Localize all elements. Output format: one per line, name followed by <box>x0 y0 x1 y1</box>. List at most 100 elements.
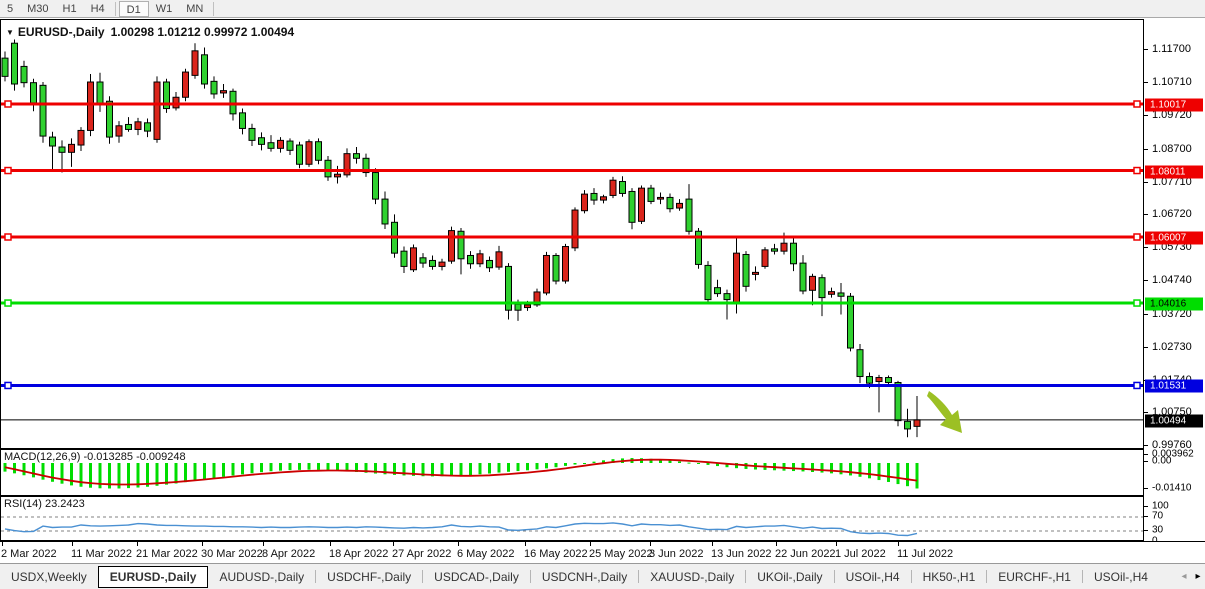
hline-handle[interactable] <box>4 100 12 108</box>
macd-chart-canvas[interactable] <box>1 450 1143 495</box>
hline-handle[interactable] <box>4 233 12 241</box>
timeframe-button-h1[interactable]: H1 <box>62 2 77 15</box>
tab-eurchf--h1[interactable]: EURCHF-,H1 <box>998 569 1071 584</box>
macd-histogram-bar <box>412 463 415 476</box>
timeframe-button-h4[interactable]: H4 <box>90 2 105 15</box>
date-axis[interactable]: 2 Mar 2022 11 Mar 2022 21 Mar 2022 30 Mar 2… <box>0 541 1205 563</box>
candle <box>163 78 170 113</box>
price-badge-1.10017: 1.10017 <box>1145 98 1203 112</box>
timeframe-button-w1[interactable]: W1 <box>155 2 173 15</box>
candle <box>343 148 351 178</box>
candle <box>353 147 360 164</box>
rsi-chart-canvas[interactable] <box>1 497 1143 540</box>
macd-histogram-bar <box>127 463 130 489</box>
tab-separator <box>422 570 424 583</box>
candle <box>486 256 493 273</box>
main-chart-panel[interactable]: ▼ EURUSD-,Daily 1.00298 1.01212 0.99972 1.… <box>0 19 1144 449</box>
candle <box>913 396 921 438</box>
candle <box>296 141 303 169</box>
date-label: 13 Jun 2022 <box>711 548 772 560</box>
candle <box>856 344 864 384</box>
arrow-down-right-annotation[interactable] <box>927 391 962 433</box>
candle <box>429 255 436 270</box>
rsi-indicator-panel[interactable]: RSI(14) 23.2423 <box>0 496 1144 541</box>
date-tick <box>712 542 713 546</box>
macd-histogram-bar <box>345 463 349 472</box>
timeframe-button-5[interactable]: 5 <box>7 2 14 15</box>
candle <box>96 72 104 112</box>
candle <box>704 261 712 305</box>
tab-usoil--h4[interactable]: USOil-,H4 <box>845 569 900 584</box>
candle <box>771 243 778 255</box>
candle <box>685 184 693 235</box>
chart-tab-bar: USDX,Weekly EURUSD-,Daily AUDUSD-,Daily USD… <box>0 563 1205 589</box>
rsi-axis-tick <box>1144 505 1148 507</box>
price-axis-tick <box>1144 280 1148 282</box>
candle <box>837 283 845 315</box>
hline-handle[interactable] <box>4 299 12 307</box>
price-axis-label: 1.11700 <box>1152 43 1191 56</box>
hline-handle[interactable] <box>1133 299 1141 307</box>
hline-handle[interactable] <box>1133 381 1141 390</box>
hline-handle[interactable] <box>1133 233 1141 241</box>
tab-eurusd--daily[interactable]: EURUSD-,Daily <box>97 565 209 588</box>
hline-handle[interactable] <box>1133 166 1141 175</box>
tab-scroll-left-icon[interactable]: ◂ <box>1181 571 1187 582</box>
candle <box>590 188 598 205</box>
price-axis-tick <box>1144 49 1148 51</box>
macd-histogram-bar <box>573 463 577 465</box>
toolbar-separator <box>213 1 215 16</box>
macd-histogram-bar <box>602 460 605 463</box>
price-axis-tick <box>1144 346 1148 348</box>
candle <box>20 60 28 88</box>
candle <box>49 131 56 171</box>
candle <box>543 251 550 296</box>
candle <box>552 253 560 285</box>
macd-histogram-bar <box>706 463 710 465</box>
date-tick <box>72 542 73 546</box>
timeframe-button-m30[interactable]: M30 <box>27 2 49 15</box>
tab-usdchf--daily[interactable]: USDCHF-,Daily <box>327 569 412 584</box>
macd-histogram-bar <box>906 463 909 487</box>
macd-axis-label: 0.00 <box>1152 455 1172 467</box>
tab-usoil--h4[interactable]: USOil-,H4 <box>1093 569 1148 584</box>
date-tick <box>202 542 203 546</box>
tab-usdx-weekly[interactable]: USDX,Weekly <box>11 569 87 584</box>
macd-histogram-bar <box>497 463 501 473</box>
price-axis-label: 1.02730 <box>1152 340 1192 353</box>
macd-histogram-bar <box>488 463 491 474</box>
candle <box>723 289 731 320</box>
timeframe-button-mn[interactable]: MN <box>186 2 204 15</box>
macd-histogram-bar <box>336 463 339 471</box>
tab-usdcnh--daily[interactable]: USDCNH-,Daily <box>541 569 628 584</box>
tab-ukoil--daily[interactable]: UKOil-,Daily <box>757 569 823 584</box>
tab-audusd--daily[interactable]: AUDUSD-,Daily <box>219 569 305 584</box>
candle <box>58 140 66 173</box>
macd-histogram-bar <box>915 463 919 489</box>
timeframe-button-d1[interactable]: D1 <box>118 0 149 17</box>
tab-xauusd--daily[interactable]: XAUUSD-,Daily <box>650 569 735 584</box>
macd-histogram-bar <box>792 463 795 472</box>
hline-handle[interactable] <box>1133 100 1141 108</box>
price-axis-label: 1.04740 <box>1152 274 1192 287</box>
macd-histogram-bar <box>725 463 729 468</box>
candle <box>68 138 75 167</box>
macd-histogram-bar <box>212 463 216 479</box>
candle <box>790 235 797 272</box>
tab-usdcad--daily[interactable]: USDCAD-,Daily <box>434 569 519 584</box>
hline-handle[interactable] <box>4 381 12 390</box>
macd-histogram-bar <box>877 463 881 481</box>
candle <box>752 266 759 281</box>
tab-scroll-right-icon[interactable]: ▸ <box>1195 571 1201 582</box>
hline-handle[interactable] <box>4 166 12 175</box>
candlestick-chart-canvas[interactable] <box>1 20 1143 448</box>
candle <box>904 408 911 438</box>
tab-hk50--h1[interactable]: HK50-,H1 <box>922 569 976 584</box>
macd-indicator-panel[interactable]: MACD(12,26,9) -0.013285 -0.009248 <box>0 449 1144 496</box>
price-axis[interactable]: 1.11700 1.10710 1.09720 1.08700 1.07710 1.067… <box>1144 19 1205 546</box>
candle <box>761 247 769 269</box>
candle <box>438 258 446 271</box>
candle <box>267 135 275 152</box>
chevron-down-icon[interactable]: ▼ <box>6 28 14 37</box>
macd-histogram-bar <box>450 463 453 477</box>
